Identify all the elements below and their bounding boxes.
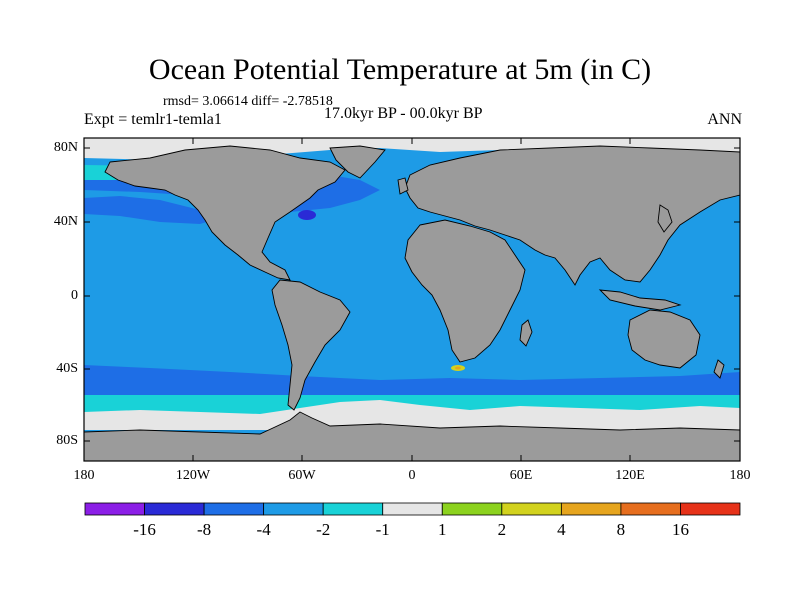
colorbar-label: -8 xyxy=(196,520,212,539)
new-zealand xyxy=(713,359,725,379)
colorbar-swatch xyxy=(144,502,205,516)
australia xyxy=(627,309,701,369)
colorbar-label: 4 xyxy=(557,520,566,539)
colorbar-swatch xyxy=(680,502,741,516)
colorbar-swatch xyxy=(501,502,562,516)
maritime-continent xyxy=(598,289,682,311)
greenland xyxy=(329,145,386,179)
lat-ticks xyxy=(84,147,740,442)
north-america xyxy=(104,145,346,281)
land-masses xyxy=(84,145,740,461)
pacific-cold-band xyxy=(84,196,220,224)
eurasia xyxy=(404,145,740,286)
lon-label-120e: 120E xyxy=(615,468,645,483)
lat-label-40s: 40S xyxy=(56,361,78,376)
colorbar-swatch xyxy=(382,502,443,516)
lat-label-40n: 40N xyxy=(53,214,78,229)
colorbar-label: -16 xyxy=(133,520,156,539)
lon-label-180w: 180 xyxy=(73,468,95,483)
season-label: ANN xyxy=(707,111,742,128)
lat-label-80n: 80N xyxy=(53,140,78,155)
lon-label-180e: 180 xyxy=(729,468,751,483)
period-label: 17.0kyr BP - 00.0kyr BP xyxy=(324,105,483,122)
colorbar-label: -2 xyxy=(316,520,331,539)
colorbar-label: -1 xyxy=(375,520,390,539)
africa xyxy=(404,219,526,363)
south-america xyxy=(271,279,351,411)
japan xyxy=(657,204,673,233)
colorbar-swatch xyxy=(560,502,622,516)
madagascar xyxy=(519,319,533,347)
colorbar-label: 16 xyxy=(671,520,689,539)
colorbar-label: 1 xyxy=(438,520,447,539)
rmsd-diff-stats: rmsd= 3.06614 diff= -2.78518 xyxy=(163,94,333,109)
colorbar-label: 8 xyxy=(616,520,626,539)
colorbar xyxy=(84,502,741,516)
lon-ticks xyxy=(192,138,631,461)
colorbar-label: -4 xyxy=(256,520,271,539)
colorbar-swatch xyxy=(203,502,265,516)
colorbar-swatch xyxy=(263,502,324,516)
map-title: Ocean Potential Temperature at 5m (in C) xyxy=(148,53,652,86)
lon-label-0: 0 xyxy=(408,468,416,483)
antarctic-neutral-zone xyxy=(84,400,740,430)
antarctica xyxy=(84,411,740,461)
lat-label-80s: 80S xyxy=(56,433,78,448)
british-isles xyxy=(397,177,409,195)
lon-label-60e: 60E xyxy=(509,468,533,483)
agulhas-warm-core xyxy=(455,366,461,370)
colorbar-swatch xyxy=(322,502,384,516)
southern-cold-band xyxy=(84,365,740,402)
colorbar-swatch xyxy=(84,502,145,516)
lon-label-120w: 120W xyxy=(175,468,211,483)
lat-label-0: 0 xyxy=(71,288,78,303)
nw-atlantic-strong-cold-spot xyxy=(298,210,316,220)
colorbar-swatch xyxy=(620,502,681,516)
experiment-label: Expt = temlr1-temla1 xyxy=(84,111,222,128)
colorbar-swatch xyxy=(441,502,503,516)
lon-label-60w: 60W xyxy=(288,468,316,483)
colorbar-label: 2 xyxy=(497,520,507,539)
map-area xyxy=(84,138,740,461)
